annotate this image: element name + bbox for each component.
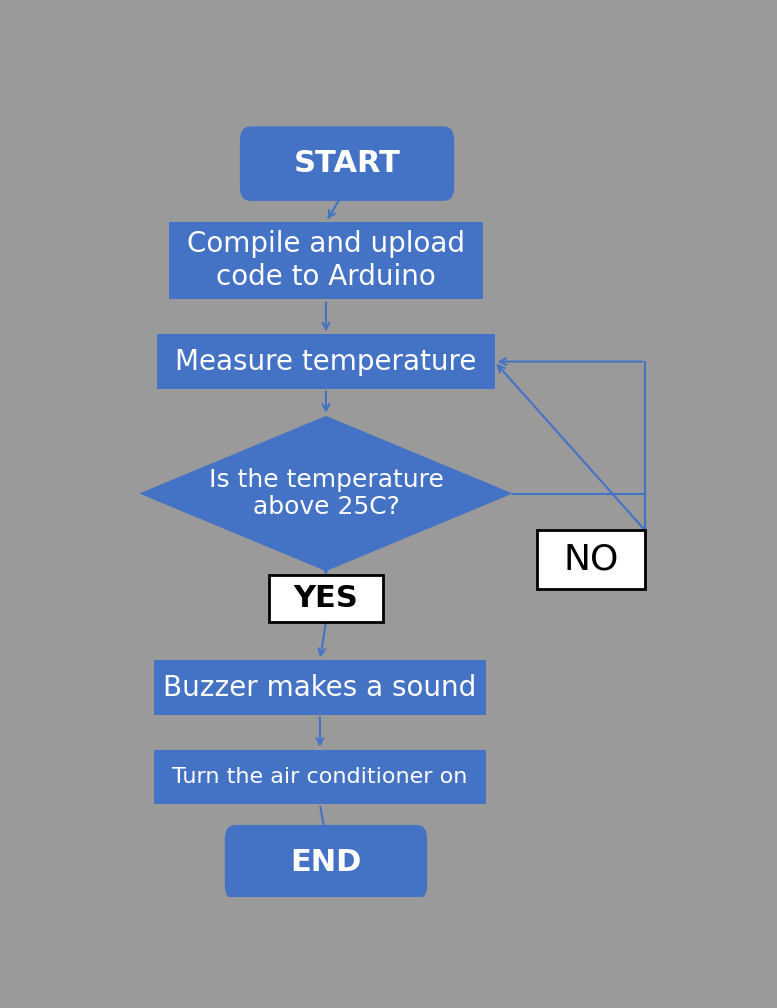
Bar xyxy=(157,335,495,389)
Text: Compile and upload
code to Arduino: Compile and upload code to Arduino xyxy=(187,231,465,291)
FancyBboxPatch shape xyxy=(225,825,427,899)
Polygon shape xyxy=(139,416,513,572)
Text: START: START xyxy=(294,149,400,178)
Bar xyxy=(169,222,483,299)
Bar xyxy=(155,750,486,804)
Text: Is the temperature
above 25C?: Is the temperature above 25C? xyxy=(208,468,444,519)
Bar xyxy=(537,530,645,589)
Bar xyxy=(269,575,383,622)
Text: Buzzer makes a sound: Buzzer makes a sound xyxy=(163,673,476,702)
Bar xyxy=(155,660,486,715)
Text: Measure temperature: Measure temperature xyxy=(176,348,476,376)
Text: YES: YES xyxy=(294,584,358,613)
Text: Turn the air conditioner on: Turn the air conditioner on xyxy=(172,767,468,787)
Text: END: END xyxy=(291,848,361,877)
Text: NO: NO xyxy=(563,542,618,577)
FancyBboxPatch shape xyxy=(240,126,455,201)
